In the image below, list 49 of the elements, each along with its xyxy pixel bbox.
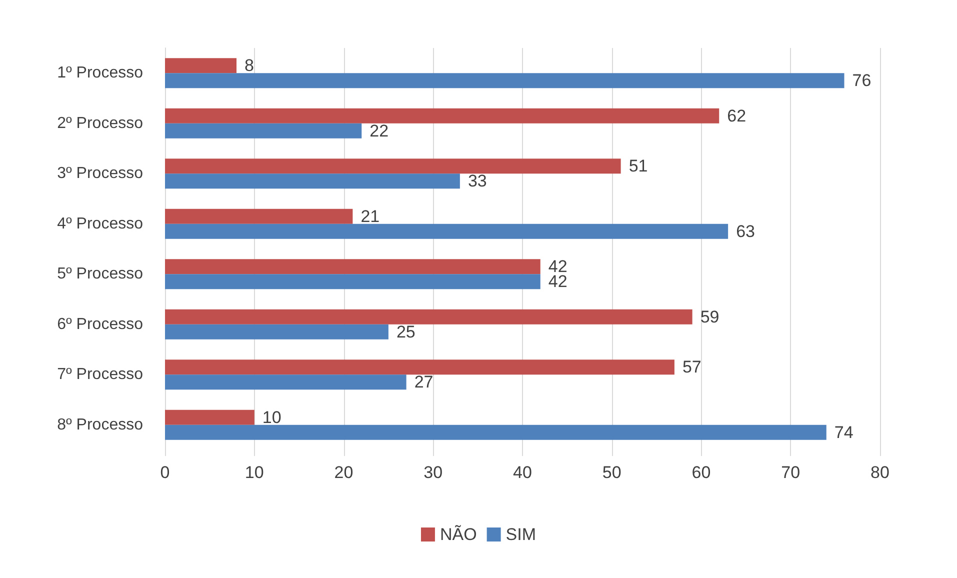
y-tick-label: 4º Processo <box>57 215 144 232</box>
x-tick-label: 60 <box>692 463 711 482</box>
data-label: 22 <box>370 121 389 140</box>
x-tick-label: 80 <box>870 463 890 482</box>
data-label: 51 <box>628 156 648 176</box>
y-tick-label: 8º Processo <box>57 416 144 434</box>
data-label: 59 <box>700 307 720 326</box>
x-tick-label: 70 <box>781 463 800 482</box>
data-label: 21 <box>360 206 380 226</box>
legend-label: NÃO <box>440 525 477 544</box>
y-tick-label: 2º Processo <box>57 114 144 132</box>
data-label: 63 <box>736 222 755 241</box>
y-tick-label: 1º Processo <box>57 64 144 82</box>
x-tick-label: 50 <box>602 463 622 482</box>
data-label: 8 <box>244 56 254 76</box>
bar <box>165 224 728 239</box>
data-label: 57 <box>682 358 702 377</box>
y-tick-label: 3º Processo <box>57 165 144 182</box>
x-tick-label: 0 <box>160 463 170 482</box>
bar <box>165 360 674 375</box>
bar <box>165 410 254 425</box>
y-tick-label: 5º Processo <box>57 266 144 283</box>
bar <box>165 108 720 124</box>
x-tick-label: 10 <box>244 463 264 482</box>
bar <box>165 73 844 88</box>
data-label: 27 <box>414 372 434 392</box>
x-tick-label: 20 <box>334 463 354 482</box>
bar <box>165 374 406 390</box>
y-tick-label: 6º Processo <box>57 316 144 333</box>
bar <box>165 208 353 224</box>
x-tick-label: 40 <box>513 463 532 482</box>
bar <box>165 424 826 440</box>
data-label: 76 <box>852 71 872 90</box>
data-label: 62 <box>727 106 746 126</box>
bar <box>165 174 460 189</box>
bar <box>165 158 621 174</box>
data-label: 74 <box>834 422 854 442</box>
data-label: 33 <box>468 172 487 191</box>
legend-label: SIM <box>506 525 536 544</box>
bar <box>165 324 388 340</box>
bar <box>165 58 236 74</box>
bar <box>165 309 692 324</box>
y-tick-label: 7º Processo <box>57 366 144 384</box>
data-label: 10 <box>262 408 282 427</box>
data-label: 25 <box>396 322 416 342</box>
bar <box>165 259 540 274</box>
bar <box>165 123 362 138</box>
bar <box>165 274 540 290</box>
x-tick-label: 30 <box>424 463 443 482</box>
